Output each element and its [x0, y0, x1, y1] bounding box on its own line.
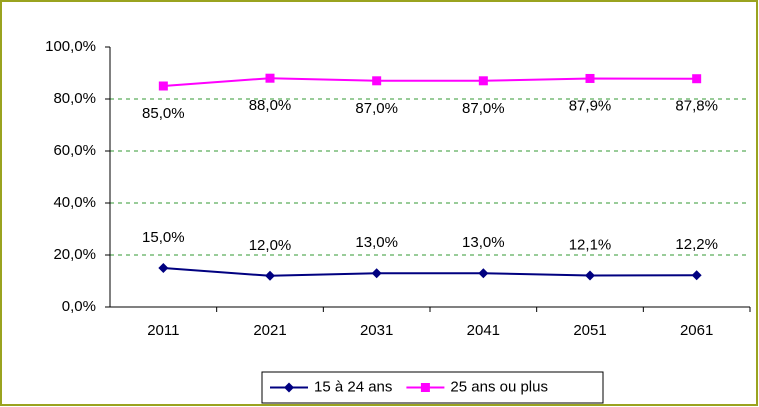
marker — [478, 268, 489, 279]
marker — [692, 74, 702, 84]
marker — [585, 73, 595, 83]
marker — [691, 270, 702, 281]
marker — [265, 270, 275, 281]
marker — [284, 382, 294, 393]
marker — [372, 76, 382, 86]
x-tick-label: 2041 — [467, 322, 500, 339]
data-label: 13,0% — [462, 234, 505, 251]
data-label: 12,1% — [569, 237, 612, 254]
marker — [420, 383, 430, 392]
x-tick-label: 2021 — [253, 322, 286, 339]
x-tick-label: 2031 — [360, 322, 393, 339]
data-label: 15,0% — [142, 229, 185, 246]
y-tick-label: 20,0% — [53, 246, 96, 263]
y-tick-label: 80,0% — [53, 90, 96, 107]
y-tick-label: 60,0% — [53, 142, 96, 159]
data-label: 87,0% — [355, 100, 398, 117]
y-tick-label: 40,0% — [53, 194, 96, 211]
marker — [265, 73, 275, 83]
data-label: 12,0% — [249, 237, 292, 254]
data-label: 85,0% — [142, 105, 185, 122]
marker — [371, 268, 382, 279]
y-tick-label: 0,0% — [62, 298, 96, 315]
data-label: 88,0% — [249, 97, 292, 114]
x-tick-label: 2051 — [573, 322, 606, 339]
series-line — [163, 77, 697, 87]
x-tick-label: 2061 — [680, 322, 713, 339]
data-label: 87,0% — [462, 100, 505, 117]
data-label: 12,2% — [675, 236, 718, 253]
x-tick-label: 2011 — [147, 322, 179, 339]
data-label: 87,8% — [675, 98, 718, 115]
data-label: 13,0% — [355, 234, 398, 251]
series-line — [163, 267, 697, 277]
marker — [585, 270, 595, 281]
legend-label: 15 à 24 ans — [314, 378, 392, 395]
y-tick-label: 100,0% — [45, 38, 96, 55]
marker — [158, 263, 169, 273]
legend-label: 25 ans ou plus — [450, 378, 548, 395]
marker — [158, 81, 168, 91]
data-label: 87,9% — [569, 97, 612, 114]
marker — [478, 76, 488, 86]
